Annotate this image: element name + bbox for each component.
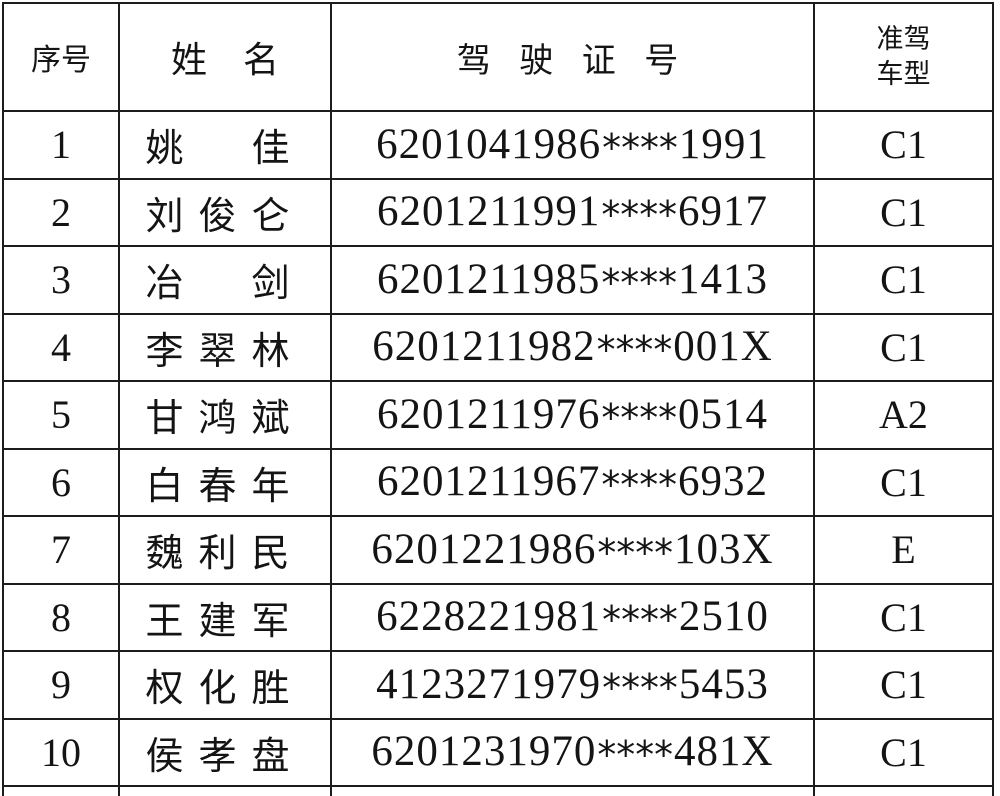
table-row: 2 刘俊仑 6201211991****6917 C1 (2, 177, 994, 247)
header-serial-number: 序号 (2, 2, 120, 112)
serial-cell: 9 (2, 650, 120, 720)
vehicle-class-cell: C1 (813, 582, 994, 652)
serial-cell: 5 (2, 380, 120, 450)
masked-digits: **** (601, 260, 678, 305)
serial-cell: 2 (2, 177, 120, 247)
license-cell: 6201221986****103X (330, 515, 815, 585)
masked-digits: **** (602, 665, 678, 710)
empty-cell (813, 785, 994, 796)
table-row: 3 冶 剑 6201211985****1413 C1 (2, 245, 994, 315)
name-cell: 刘俊仑 (118, 177, 332, 247)
name-cell: 甘鸿斌 (118, 380, 332, 450)
name-cell: 白春年 (118, 447, 332, 517)
table-row: 6 白春年 6201211967****6932 C1 (2, 447, 994, 517)
header-vehicle-class: 准驾 车型 (813, 2, 994, 112)
masked-digits: **** (601, 193, 678, 238)
table-row: 9 权化胜 4123271979****5453 C1 (2, 650, 994, 720)
masked-digits: **** (597, 530, 674, 575)
serial-cell: 6 (2, 447, 120, 517)
table-row: 10 侯孝盘 6201231970****481X C1 (2, 717, 994, 787)
license-cell: 4123271979****5453 (330, 650, 815, 720)
masked-digits: **** (602, 125, 678, 170)
masked-digits: **** (596, 328, 673, 373)
name-cell: 王建军 (118, 582, 332, 652)
name-cell: 权化胜 (118, 650, 332, 720)
masked-digits: **** (601, 463, 678, 508)
serial-cell: 3 (2, 245, 120, 315)
serial-cell: 4 (2, 312, 120, 382)
table-row: 8 王建军 6228221981****2510 C1 (2, 582, 994, 652)
serial-cell: 10 (2, 717, 120, 787)
vehicle-class-cell: C1 (813, 717, 994, 787)
partial-next-row (2, 785, 994, 796)
table-row: 7 魏利民 6201221986****103X E (2, 515, 994, 585)
license-cell: 6201211967****6932 (330, 447, 815, 517)
vehicle-class-cell: C1 (813, 312, 994, 382)
license-cell: 6201231970****481X (330, 717, 815, 787)
license-cell: 6228221981****2510 (330, 582, 815, 652)
license-cell: 6201211991****6917 (330, 177, 815, 247)
serial-cell: 7 (2, 515, 120, 585)
empty-cell (2, 785, 120, 796)
name-cell: 侯孝盘 (118, 717, 332, 787)
table-row: 4 李翠林 6201211982****001X C1 (2, 312, 994, 382)
vehicle-class-cell: A2 (813, 380, 994, 450)
license-cell: 6201041986****1991 (330, 110, 815, 180)
name-cell: 魏利民 (118, 515, 332, 585)
name-cell: 李翠林 (118, 312, 332, 382)
header-license-number: 驾 驶 证 号 (330, 2, 815, 112)
vehicle-class-cell: C1 (813, 177, 994, 247)
masked-digits: **** (597, 733, 674, 778)
table-row: 1 姚 佳 6201041986****1991 C1 (2, 110, 994, 180)
license-cell: 6201211982****001X (330, 312, 815, 382)
serial-cell: 8 (2, 582, 120, 652)
vehicle-class-cell: C1 (813, 447, 994, 517)
table-header-row: 序号 姓 名 驾 驶 证 号 准驾 车型 (2, 2, 994, 112)
table-row: 5 甘鸿斌 6201211976****0514 A2 (2, 380, 994, 450)
name-cell: 冶 剑 (118, 245, 332, 315)
serial-cell: 1 (2, 110, 120, 180)
masked-digits: **** (601, 395, 678, 440)
header-name: 姓 名 (118, 2, 332, 112)
name-cell: 姚 佳 (118, 110, 332, 180)
vehicle-class-cell: C1 (813, 110, 994, 180)
license-cell: 6201211985****1413 (330, 245, 815, 315)
license-cell: 6201211976****0514 (330, 380, 815, 450)
empty-cell (330, 785, 815, 796)
vehicle-class-cell: C1 (813, 245, 994, 315)
masked-digits: **** (602, 598, 678, 643)
empty-cell (118, 785, 332, 796)
vehicle-class-cell: C1 (813, 650, 994, 720)
vehicle-class-cell: E (813, 515, 994, 585)
